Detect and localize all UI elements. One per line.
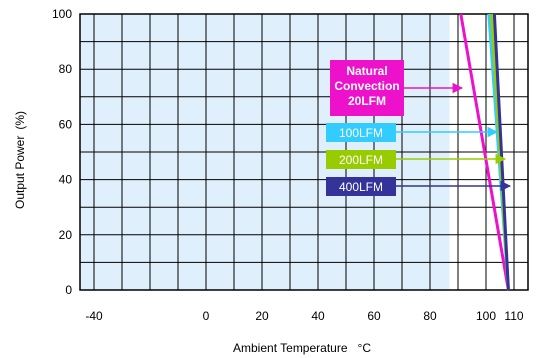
- y-tick-label: 40: [59, 173, 73, 187]
- y-axis-title: Output Power: [13, 136, 27, 209]
- legend-box: [330, 60, 404, 116]
- legend-label: 400LFM: [339, 180, 383, 194]
- legend-label: 100LFM: [339, 126, 383, 140]
- x-tick-label: 20: [255, 309, 269, 323]
- series-line: [459, 13, 510, 291]
- y-tick-label: 20: [59, 228, 73, 242]
- legend-box: [326, 177, 396, 196]
- y-axis-label: Output Power (%): [13, 111, 27, 209]
- y-tick-label: 80: [59, 62, 73, 76]
- y-axis-unit: (%): [13, 111, 27, 130]
- legend-label: 200LFM: [339, 153, 383, 167]
- legend-label: Convection: [334, 79, 399, 93]
- x-tick-label: 60: [367, 309, 381, 323]
- y-tick-label: 60: [59, 117, 73, 131]
- legend-box: [326, 150, 396, 169]
- x-tick-label: -40: [85, 309, 103, 323]
- x-tick-label: 110: [504, 309, 523, 323]
- legend-label: 20LFM: [348, 94, 386, 108]
- y-tick-labels: 0 20 40 60 80 100: [52, 7, 72, 297]
- series-line: [492, 13, 510, 291]
- y-tick-label: 100: [52, 7, 72, 21]
- series-lines: [459, 13, 510, 291]
- y-tick-label: 0: [65, 283, 72, 297]
- x-tick-label: 0: [203, 309, 210, 323]
- x-tick-label: 80: [423, 309, 437, 323]
- plot-frame: [79, 13, 529, 291]
- x-tick-label: 100: [476, 309, 496, 323]
- x-tick-labels: -40 0 20 40 60 80 100 110: [85, 309, 524, 323]
- legend-label: Natural: [346, 64, 387, 78]
- legend-box: [326, 123, 396, 142]
- x-tick-label: 40: [311, 309, 325, 323]
- x-axis-unit: °C: [358, 341, 372, 355]
- svg-text:Output Power(%): Output Power (%): [13, 111, 27, 209]
- x-axis-label: Ambient Temperature °C: [233, 341, 371, 355]
- x-axis-title: Ambient Temperature: [233, 341, 348, 355]
